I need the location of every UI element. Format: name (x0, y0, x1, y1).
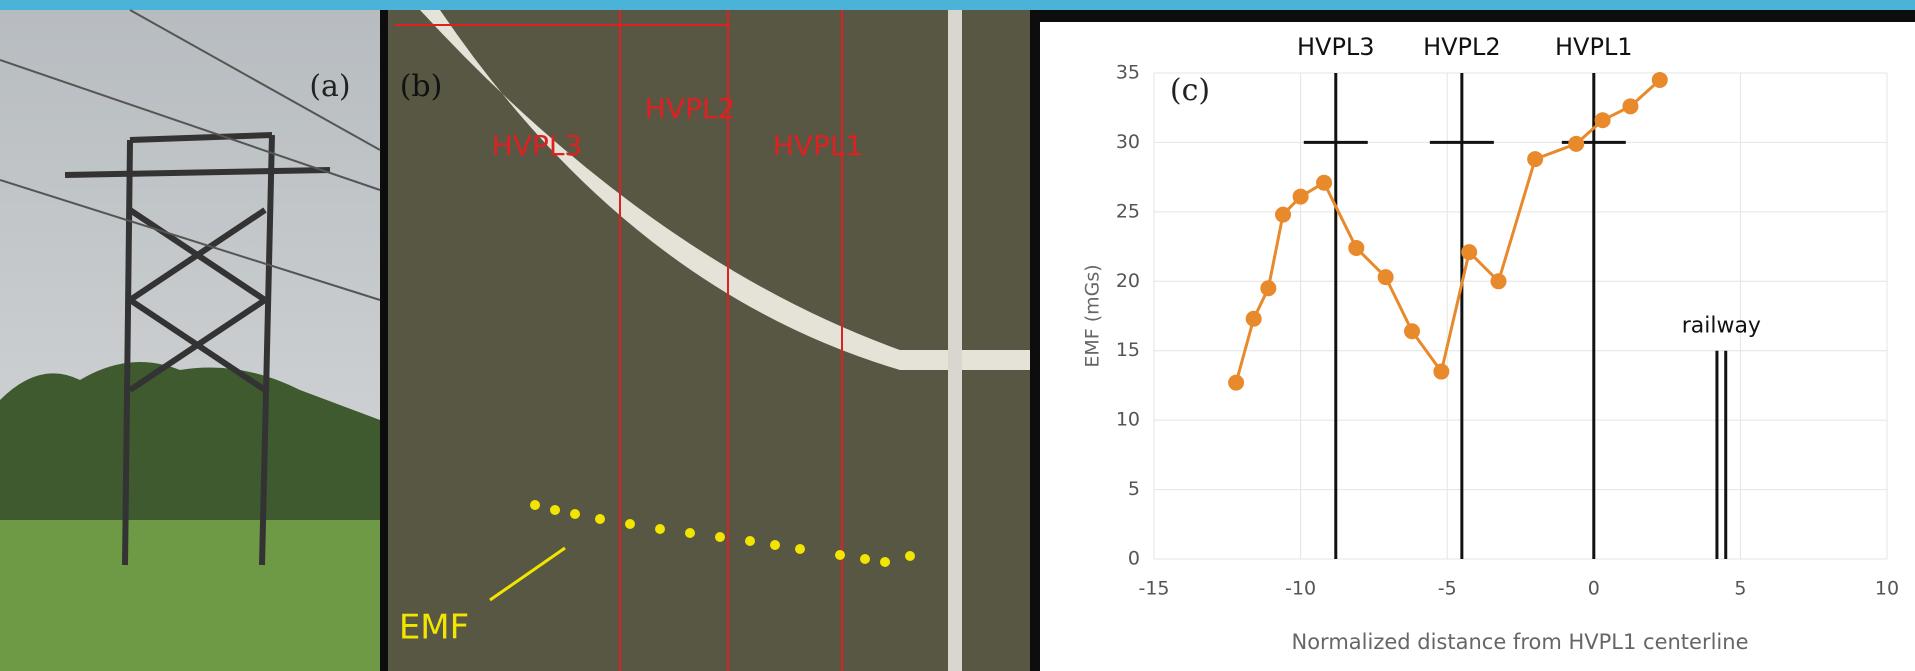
data-point (1316, 175, 1332, 191)
data-point (1378, 269, 1394, 285)
data-point (1246, 311, 1262, 327)
data-point (1491, 273, 1507, 289)
data-point (1622, 98, 1638, 114)
map-label: HVPL1 (773, 129, 864, 162)
data-point (1228, 375, 1244, 391)
marker-label: HVPL3 (1297, 33, 1375, 61)
y-tick-label: 10 (1116, 409, 1140, 431)
x-axis-label: Normalized distance from HVPL1 centerlin… (1292, 630, 1749, 654)
y-tick-label: 30 (1116, 131, 1140, 153)
aerial-panel: HVPL3 HVPL2 HVPL1 EMF (388, 10, 1030, 671)
x-tick-label: -15 (1138, 578, 1169, 600)
photo-panel (0, 10, 380, 671)
x-tick-label: -10 (1285, 578, 1316, 600)
map-label: HVPL3 (492, 129, 583, 162)
marker-label: HVPL1 (1555, 33, 1633, 61)
panel-label: (b) (400, 69, 443, 104)
railway-label: railway (1682, 314, 1761, 339)
data-point (1595, 112, 1611, 128)
data-point (1348, 240, 1364, 256)
data-point (1275, 207, 1291, 223)
top-strip (0, 0, 1915, 10)
chart-panel (1040, 22, 1915, 671)
data-point (1260, 280, 1276, 296)
data-point (1293, 189, 1309, 205)
page: HVPL3 HVPL2 HVPL1 EMF (a) (b) (c) Normal… (0, 0, 1915, 671)
data-point (1461, 244, 1477, 260)
y-tick-label: 25 (1116, 200, 1140, 222)
marker-label: HVPL2 (1423, 33, 1501, 61)
y-axis-label: EMF (mGs) (1082, 264, 1104, 367)
y-tick-label: 0 (1128, 548, 1140, 570)
x-tick-label: -5 (1438, 578, 1457, 600)
map-label: EMF (399, 608, 469, 648)
figure: HVPL3 HVPL2 HVPL1 EMF (a) (b) (c) Normal… (0, 0, 1915, 671)
x-tick-label: 10 (1875, 578, 1899, 600)
panel-label: (c) (1170, 73, 1210, 108)
data-point (1652, 72, 1668, 88)
y-tick-label: 35 (1116, 62, 1140, 84)
y-tick-label: 20 (1116, 270, 1140, 292)
x-tick-label: 5 (1734, 578, 1746, 600)
data-point (1568, 136, 1584, 152)
y-tick-label: 15 (1116, 339, 1140, 361)
data-point (1404, 323, 1420, 339)
data-point (1527, 151, 1543, 167)
x-tick-label: 0 (1588, 578, 1600, 600)
y-tick-label: 5 (1128, 478, 1140, 500)
data-point (1433, 364, 1449, 380)
panel-label: (a) (309, 69, 350, 104)
map-label: HVPL2 (645, 92, 736, 125)
